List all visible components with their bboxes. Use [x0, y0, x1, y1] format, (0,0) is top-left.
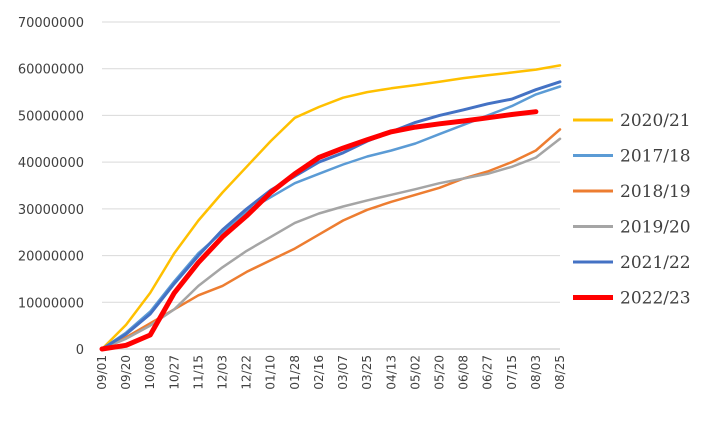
legend-label: 2018/19 — [620, 182, 691, 202]
x-tick-label: 09/01 — [95, 355, 109, 390]
y-tick-label: 0 — [76, 343, 84, 358]
y-tick-label: 50000000 — [18, 109, 84, 124]
x-tick-label: 10/08 — [143, 355, 157, 390]
x-tick-label: 08/25 — [553, 355, 567, 390]
y-tick-label: 30000000 — [18, 203, 84, 218]
x-axis-tick-labels: 09/01 09/20 10/08 10/27 11/15 12/03 12/22 01/10… — [95, 355, 567, 390]
series-line-2021-22 — [100, 80, 562, 351]
x-tick-label: 10/27 — [167, 355, 181, 390]
y-tick-label: 10000000 — [18, 296, 84, 311]
x-tick-label: 04/13 — [384, 355, 398, 390]
series-line-2017-18 — [100, 85, 562, 351]
legend: 2020/21 2017/18 2018/19 2019/20 2021/22 2022/… — [573, 111, 691, 309]
x-tick-label: 01/10 — [264, 355, 278, 390]
x-tick-label: 09/20 — [119, 355, 133, 390]
x-tick-label: 03/07 — [336, 355, 350, 390]
legend-label: 2019/20 — [620, 218, 691, 238]
series-line-2020-21 — [100, 64, 562, 351]
y-tick-label: 40000000 — [18, 156, 84, 171]
x-tick-label: 12/22 — [240, 355, 254, 390]
x-tick-label: 02/16 — [312, 355, 326, 390]
x-tick-label: 05/02 — [408, 355, 422, 390]
x-tick-label: 08/03 — [529, 355, 543, 390]
legend-label: 2017/18 — [620, 147, 691, 167]
y-tick-label: 20000000 — [18, 250, 84, 265]
x-tick-label: 12/03 — [216, 355, 230, 390]
x-tick-label: 06/27 — [481, 355, 495, 390]
x-tick-label: 11/15 — [191, 355, 205, 390]
y-tick-label: 60000000 — [18, 63, 84, 78]
x-tick-label: 01/28 — [288, 355, 302, 390]
x-tick-label: 06/08 — [457, 355, 471, 390]
x-tick-label: 03/25 — [360, 355, 374, 390]
x-tick-label: 05/20 — [432, 355, 446, 390]
series-lines — [99, 64, 562, 352]
legend-label: 2020/21 — [620, 111, 691, 131]
x-tick-label: 07/15 — [505, 355, 519, 390]
y-axis-tick-labels: 0 10000000 20000000 30000000 40000000 5000000… — [18, 16, 84, 358]
series-line-2022-23 — [99, 109, 539, 352]
y-tick-label: 70000000 — [18, 16, 84, 31]
legend-label: 2022/23 — [620, 289, 691, 309]
legend-label: 2021/22 — [620, 253, 691, 273]
series-line-2019-20 — [100, 137, 562, 351]
